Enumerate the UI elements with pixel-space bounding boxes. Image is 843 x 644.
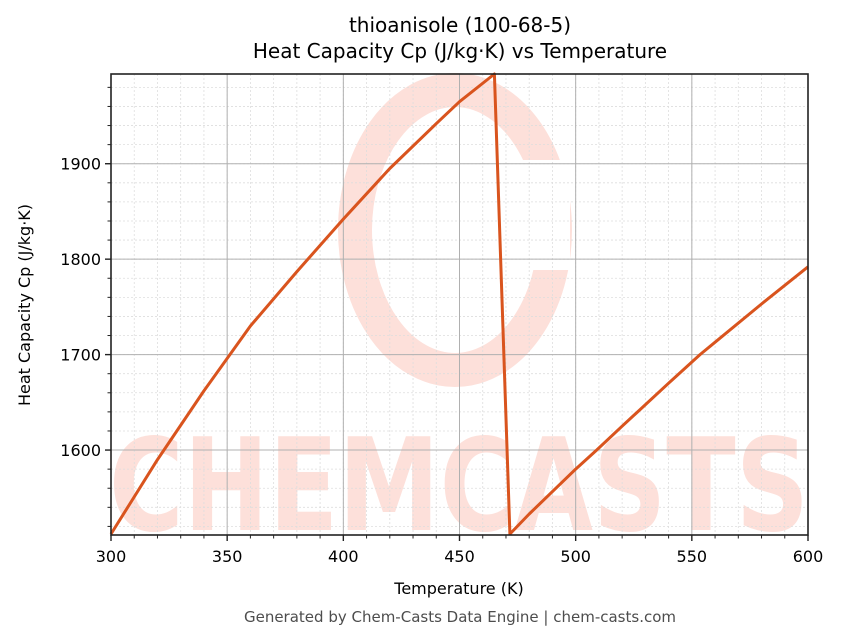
x-tick-label: 300	[96, 547, 127, 566]
x-tick-label: 600	[793, 547, 824, 566]
y-tick-label: 1800	[60, 250, 101, 269]
chart-title-compound: thioanisole (100-68-5)	[348, 13, 572, 37]
x-tick-label: 400	[328, 547, 359, 566]
data-series-cp	[109, 72, 809, 536]
x-tick-label: 450	[444, 547, 475, 566]
cp-line	[109, 72, 809, 536]
y-tick-label: 1600	[60, 441, 101, 460]
x-axis-label: Temperature (K)	[393, 579, 523, 598]
x-tick-label: 550	[677, 547, 708, 566]
axis-ticks: 300 350 400 450 500 550 600 1600 1700 1800 1900	[60, 86, 824, 566]
y-tick-label: 1900	[60, 155, 101, 174]
x-tick-label: 350	[212, 547, 243, 566]
footer-credit: Generated by Chem-Casts Data Engine | ch…	[243, 608, 677, 626]
y-axis-label: Heat Capacity Cp (J/kg·K)	[15, 204, 34, 406]
x-tick-label: 500	[560, 547, 591, 566]
y-tick-label: 1700	[60, 346, 101, 365]
chart-title-property: Heat Capacity Cp (J/kg·K) vs Temperature	[252, 39, 668, 63]
